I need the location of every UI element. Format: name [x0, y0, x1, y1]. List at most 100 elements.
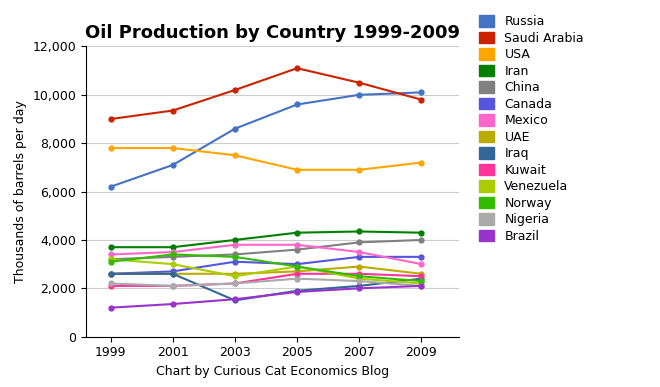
- Canada: [418, 255, 426, 259]
- USA: [107, 146, 115, 150]
- Iraq: [355, 284, 363, 288]
- UAE: [169, 272, 177, 276]
- Canada: [355, 255, 363, 259]
- Nigeria: [107, 281, 115, 286]
- Venezuela: [107, 257, 115, 262]
- China: [418, 238, 426, 242]
- Line: Brazil: Brazil: [108, 283, 424, 310]
- Canada: [107, 272, 115, 276]
- Russia: [107, 184, 115, 189]
- Mexico: [107, 252, 115, 257]
- Mexico: [418, 262, 426, 266]
- USA: [169, 146, 177, 150]
- Iraq: [107, 272, 115, 276]
- Kuwait: [107, 284, 115, 288]
- Saudi Arabia: [418, 98, 426, 102]
- Mexico: [231, 242, 239, 247]
- Saudi Arabia: [107, 117, 115, 122]
- Russia: [231, 126, 239, 131]
- Saudi Arabia: [169, 108, 177, 113]
- USA: [231, 153, 239, 158]
- Line: Iraq: Iraq: [108, 271, 424, 303]
- Brazil: [355, 286, 363, 291]
- Title: Oil Production by Country 1999-2009: Oil Production by Country 1999-2009: [84, 24, 460, 42]
- Line: Venezuela: Venezuela: [108, 257, 424, 286]
- Norway: [355, 274, 363, 279]
- UAE: [418, 272, 426, 276]
- Mexico: [355, 250, 363, 254]
- Iraq: [418, 276, 426, 281]
- China: [293, 247, 301, 252]
- Kuwait: [418, 274, 426, 279]
- Brazil: [107, 305, 115, 310]
- Mexico: [293, 242, 301, 247]
- Kuwait: [355, 272, 363, 276]
- Line: Kuwait: Kuwait: [108, 271, 424, 288]
- China: [107, 257, 115, 262]
- Canada: [169, 269, 177, 274]
- Line: Saudi Arabia: Saudi Arabia: [108, 66, 424, 122]
- Nigeria: [293, 276, 301, 281]
- Norway: [293, 264, 301, 269]
- Nigeria: [231, 281, 239, 286]
- Line: Canada: Canada: [108, 254, 424, 276]
- Norway: [231, 255, 239, 259]
- Iraq: [231, 298, 239, 303]
- Russia: [355, 92, 363, 97]
- UAE: [355, 264, 363, 269]
- Brazil: [418, 284, 426, 288]
- UAE: [293, 269, 301, 274]
- Iran: [418, 230, 426, 235]
- Nigeria: [355, 279, 363, 283]
- Iran: [107, 245, 115, 250]
- Canada: [231, 259, 239, 264]
- Venezuela: [293, 264, 301, 269]
- Iraq: [293, 288, 301, 293]
- Norway: [107, 259, 115, 264]
- X-axis label: Chart by Curious Cat Economics Blog: Chart by Curious Cat Economics Blog: [156, 365, 389, 378]
- Iran: [293, 230, 301, 235]
- Iran: [169, 245, 177, 250]
- Venezuela: [418, 281, 426, 286]
- Brazil: [293, 289, 301, 294]
- Iran: [355, 229, 363, 234]
- Venezuela: [169, 262, 177, 266]
- USA: [293, 168, 301, 172]
- China: [355, 240, 363, 245]
- Venezuela: [355, 276, 363, 281]
- Norway: [169, 252, 177, 257]
- Venezuela: [231, 274, 239, 279]
- UAE: [107, 272, 115, 276]
- Norway: [418, 279, 426, 283]
- Line: Norway: Norway: [108, 252, 424, 284]
- Saudi Arabia: [355, 80, 363, 85]
- Russia: [418, 90, 426, 95]
- Nigeria: [418, 284, 426, 288]
- Y-axis label: Thousands of barrels per day: Thousands of barrels per day: [14, 100, 26, 283]
- Saudi Arabia: [231, 87, 239, 92]
- China: [231, 252, 239, 257]
- Kuwait: [231, 281, 239, 286]
- Iran: [231, 238, 239, 242]
- Line: UAE: UAE: [108, 264, 424, 276]
- Canada: [293, 262, 301, 266]
- Brazil: [169, 302, 177, 307]
- USA: [355, 168, 363, 172]
- Kuwait: [169, 284, 177, 288]
- Russia: [293, 102, 301, 107]
- USA: [418, 160, 426, 165]
- Russia: [169, 163, 177, 167]
- Kuwait: [293, 272, 301, 276]
- Brazil: [231, 297, 239, 301]
- Line: Nigeria: Nigeria: [108, 276, 424, 288]
- Saudi Arabia: [293, 66, 301, 70]
- Line: China: China: [108, 238, 424, 262]
- Legend: Russia, Saudi Arabia, USA, Iran, China, Canada, Mexico, UAE, Iraq, Kuwait, Venez: Russia, Saudi Arabia, USA, Iran, China, …: [478, 14, 585, 244]
- Line: USA: USA: [108, 146, 424, 172]
- Line: Russia: Russia: [108, 90, 424, 189]
- Iraq: [169, 272, 177, 276]
- Line: Iran: Iran: [108, 229, 424, 250]
- Nigeria: [169, 284, 177, 288]
- Line: Mexico: Mexico: [108, 242, 424, 267]
- UAE: [231, 272, 239, 276]
